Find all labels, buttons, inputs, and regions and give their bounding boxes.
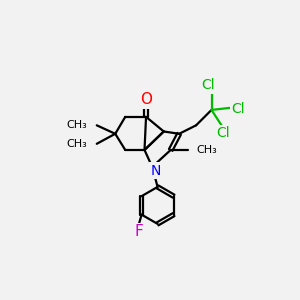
Text: Cl: Cl <box>232 102 245 116</box>
Text: CH₃: CH₃ <box>67 139 88 149</box>
Text: Cl: Cl <box>216 126 230 140</box>
Text: O: O <box>140 92 152 107</box>
Text: F: F <box>134 224 143 239</box>
Text: CH₃: CH₃ <box>67 120 88 130</box>
Text: N: N <box>151 164 161 178</box>
Text: Cl: Cl <box>202 78 215 92</box>
Text: CH₃: CH₃ <box>196 145 217 155</box>
